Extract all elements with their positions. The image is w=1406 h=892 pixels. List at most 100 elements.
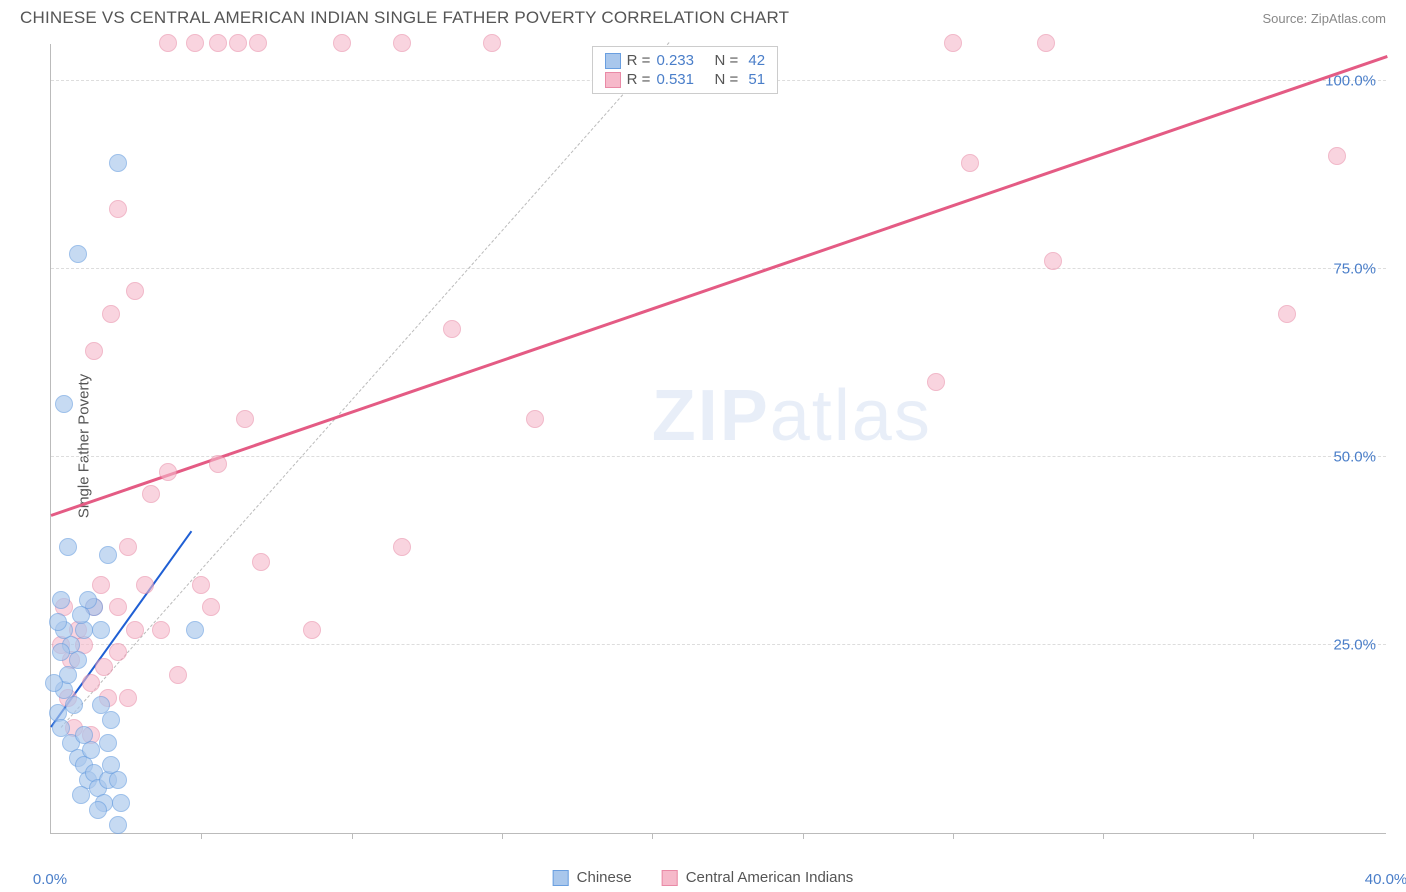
point-cai bbox=[209, 34, 227, 52]
stats-row-cai: R = 0.531 N = 51 bbox=[605, 70, 765, 89]
legend-swatch-cai bbox=[662, 870, 678, 886]
point-chinese bbox=[102, 711, 120, 729]
point-chinese bbox=[109, 154, 127, 172]
point-cai bbox=[126, 282, 144, 300]
point-cai bbox=[944, 34, 962, 52]
x-minor-tick bbox=[652, 833, 653, 839]
watermark: ZIPatlas bbox=[652, 375, 932, 457]
point-cai bbox=[142, 485, 160, 503]
point-cai bbox=[95, 658, 113, 676]
point-cai bbox=[109, 598, 127, 616]
stats-n-label: N = bbox=[714, 71, 738, 88]
stats-swatch-chinese bbox=[605, 53, 621, 69]
point-chinese bbox=[186, 621, 204, 639]
point-cai bbox=[119, 689, 137, 707]
source-label: Source: ZipAtlas.com bbox=[1262, 11, 1386, 26]
point-cai bbox=[1044, 252, 1062, 270]
point-cai bbox=[229, 34, 247, 52]
legend-item-cai: Central American Indians bbox=[662, 869, 854, 886]
point-cai bbox=[209, 455, 227, 473]
point-cai bbox=[393, 538, 411, 556]
x-tick-label: 40.0% bbox=[1365, 871, 1406, 888]
x-minor-tick bbox=[803, 833, 804, 839]
stats-r-value-cai: 0.531 bbox=[656, 71, 708, 88]
point-chinese bbox=[52, 643, 70, 661]
point-chinese bbox=[75, 726, 93, 744]
chart-title: CHINESE VS CENTRAL AMERICAN INDIAN SINGL… bbox=[20, 8, 789, 28]
point-cai bbox=[109, 200, 127, 218]
point-cai bbox=[159, 34, 177, 52]
y-tick-label: 25.0% bbox=[1333, 636, 1376, 653]
point-chinese bbox=[45, 674, 63, 692]
point-cai bbox=[393, 34, 411, 52]
gridline bbox=[51, 644, 1386, 645]
stats-r-label: R = bbox=[627, 52, 651, 69]
gridline bbox=[51, 268, 1386, 269]
point-chinese bbox=[92, 621, 110, 639]
point-cai bbox=[82, 674, 100, 692]
point-cai bbox=[119, 538, 137, 556]
gridline bbox=[51, 456, 1386, 457]
x-minor-tick bbox=[502, 833, 503, 839]
point-chinese bbox=[52, 591, 70, 609]
plot-area: ZIPatlas 25.0%50.0%75.0%100.0%R =0.233N … bbox=[50, 44, 1386, 834]
point-cai bbox=[236, 410, 254, 428]
point-cai bbox=[927, 373, 945, 391]
point-cai bbox=[249, 34, 267, 52]
point-cai bbox=[202, 598, 220, 616]
point-cai bbox=[169, 666, 187, 684]
stats-row-chinese: R = 0.233 N = 42 bbox=[605, 51, 765, 70]
stats-swatch-cai bbox=[605, 72, 621, 88]
x-minor-tick bbox=[1253, 833, 1254, 839]
point-chinese bbox=[72, 786, 90, 804]
point-cai bbox=[126, 621, 144, 639]
legend-label-cai: Central American Indians bbox=[686, 869, 854, 886]
stats-n-label: N = bbox=[714, 52, 738, 69]
stats-n-value-chinese: 42 bbox=[744, 52, 765, 69]
stats-box: R = 0.233 N = 42 R = 0.531 N = 51 bbox=[592, 46, 778, 94]
point-chinese bbox=[55, 395, 73, 413]
point-chinese bbox=[99, 734, 117, 752]
point-chinese bbox=[49, 613, 67, 631]
point-chinese bbox=[112, 794, 130, 812]
point-cai bbox=[85, 342, 103, 360]
y-tick-label: 50.0% bbox=[1333, 448, 1376, 465]
point-cai bbox=[483, 34, 501, 52]
point-chinese bbox=[89, 801, 107, 819]
point-chinese bbox=[109, 771, 127, 789]
stats-n-value-cai: 51 bbox=[744, 71, 765, 88]
point-chinese bbox=[109, 816, 127, 834]
legend-label-chinese: Chinese bbox=[577, 869, 632, 886]
point-cai bbox=[961, 154, 979, 172]
diagonal-reference bbox=[61, 42, 670, 727]
point-cai bbox=[186, 34, 204, 52]
point-chinese bbox=[99, 546, 117, 564]
x-minor-tick bbox=[352, 833, 353, 839]
y-tick-label: 75.0% bbox=[1333, 260, 1376, 277]
point-cai bbox=[159, 463, 177, 481]
point-cai bbox=[333, 34, 351, 52]
x-minor-tick bbox=[953, 833, 954, 839]
stats-r-value-chinese: 0.233 bbox=[656, 52, 708, 69]
point-cai bbox=[303, 621, 321, 639]
point-cai bbox=[192, 576, 210, 594]
point-cai bbox=[443, 320, 461, 338]
point-chinese bbox=[65, 696, 83, 714]
point-cai bbox=[152, 621, 170, 639]
x-minor-tick bbox=[1103, 833, 1104, 839]
point-chinese bbox=[69, 651, 87, 669]
point-cai bbox=[109, 643, 127, 661]
point-cai bbox=[1328, 147, 1346, 165]
point-chinese bbox=[69, 245, 87, 263]
point-cai bbox=[1278, 305, 1296, 323]
point-cai bbox=[102, 305, 120, 323]
point-chinese bbox=[59, 538, 77, 556]
point-cai bbox=[1037, 34, 1055, 52]
legend-item-chinese: Chinese bbox=[553, 869, 632, 886]
x-tick-label: 0.0% bbox=[33, 871, 67, 888]
point-cai bbox=[92, 576, 110, 594]
point-cai bbox=[252, 553, 270, 571]
point-cai bbox=[136, 576, 154, 594]
stats-r-label: R = bbox=[627, 71, 651, 88]
legend-bottom: Chinese Central American Indians bbox=[553, 869, 854, 886]
